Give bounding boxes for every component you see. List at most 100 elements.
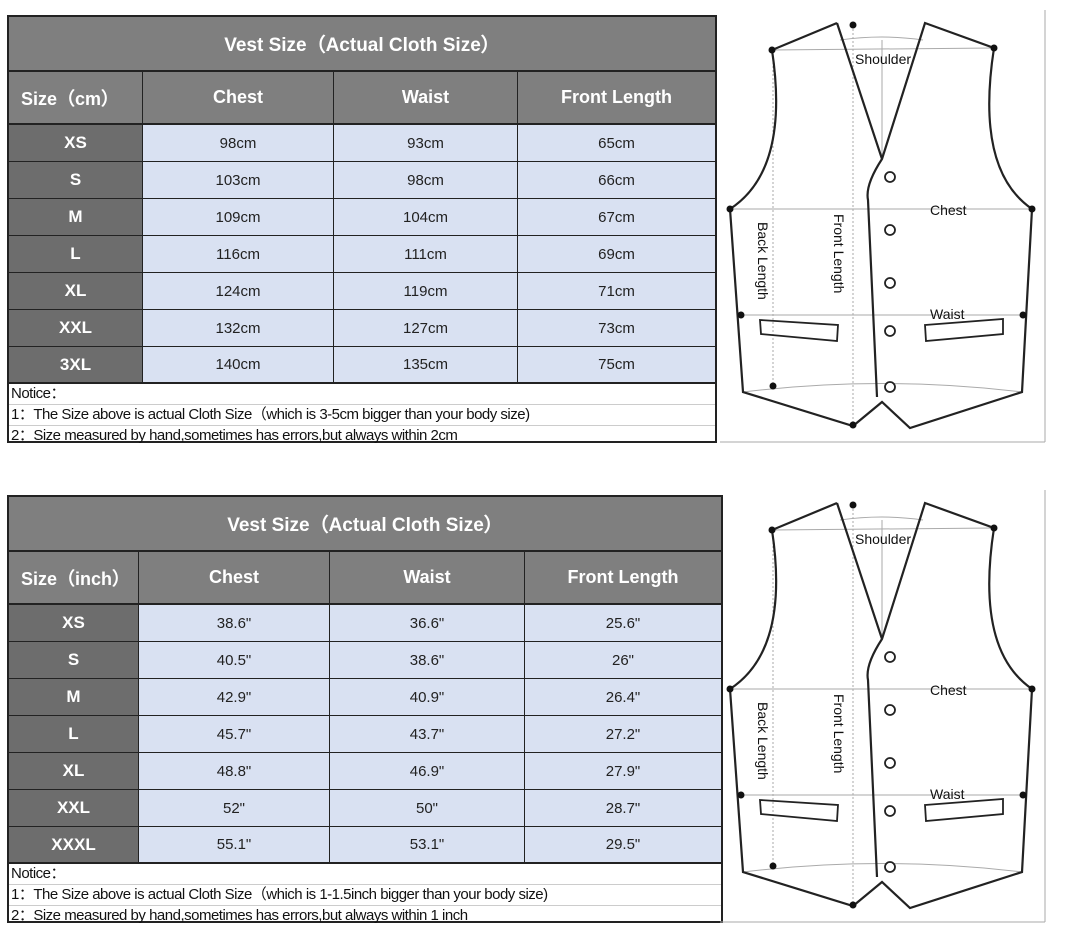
table-cell: 135cm (334, 347, 518, 382)
table-cell: 124cm (143, 273, 334, 309)
table-cell: 28.7" (525, 790, 721, 826)
notice-line: 2：Size measured by hand,sometimes has er… (11, 427, 458, 444)
pockets (759, 798, 1004, 822)
size-label: XL (9, 273, 143, 309)
table-cell: 65cm (518, 125, 715, 161)
size-label: XXXL (9, 827, 139, 862)
table-cell: 104cm (334, 199, 518, 235)
column-header: Waist (334, 72, 518, 123)
size-table-inch: Vest Size（Actual Cloth Size） Size（inch） Ch… (7, 495, 723, 926)
vest-outline (728, 501, 1034, 910)
size-label: L (9, 236, 143, 272)
front-length-label: Front Length (831, 694, 847, 773)
column-header: Front Length (561, 87, 672, 107)
size-label: L (9, 716, 139, 752)
table-cell: 40.5" (139, 642, 330, 678)
header-row: Size（inch） Chest Waist Front Length (9, 552, 721, 605)
size-label: XXL (9, 790, 139, 826)
table-cell: 45.7" (139, 716, 330, 752)
table-row: M 109cm 104cm 67cm (9, 199, 715, 236)
waist-label: Waist (930, 306, 965, 322)
table-cell: 140cm (143, 347, 334, 382)
measure-lines (720, 10, 1046, 443)
table-cell: 116cm (143, 236, 334, 272)
back-length-label: Back Length (755, 702, 771, 780)
table-row: XL 124cm 119cm 71cm (9, 273, 715, 310)
front-length-label: Front Length (831, 214, 847, 293)
measure-points (726, 21, 1036, 429)
button-icons (884, 171, 896, 393)
table-cell: 71cm (518, 273, 715, 309)
size-table-cm: Vest Size（Actual Cloth Size） Size（cm） Ches… (7, 15, 717, 446)
table-row: M 42.9" 40.9" 26.4" (9, 679, 721, 716)
back-length-label: Back Length (755, 222, 771, 300)
table-cell: 26.4" (525, 679, 721, 715)
table-cell: 53.1" (330, 827, 525, 862)
table-row: 3XL 140cm 135cm 75cm (9, 347, 715, 384)
table-cell: 50" (330, 790, 525, 826)
button-icons (884, 651, 896, 873)
table-cell: 67cm (518, 199, 715, 235)
column-header: Chest (143, 72, 334, 123)
notice-line: 2：Size measured by hand,sometimes has er… (11, 907, 468, 924)
column-header: Size（inch） (9, 552, 139, 603)
column-header: Front Length (567, 567, 679, 587)
table-row: S 40.5" 38.6" 26" (9, 642, 721, 679)
table-cell: 69cm (518, 236, 715, 272)
table-cell: 73cm (518, 310, 715, 346)
table-cell: 119cm (334, 273, 518, 309)
table-cell: 38.6" (330, 642, 525, 678)
notice: Notice： 1：The Size above is actual Cloth … (9, 384, 715, 446)
pockets (759, 318, 1004, 342)
table-title: Vest Size（Actual Cloth Size） (9, 497, 721, 552)
table-row: XXL 52" 50" 28.7" (9, 790, 721, 827)
size-label: S (9, 162, 143, 198)
table-row: S 103cm 98cm 66cm (9, 162, 715, 199)
table-cell: 29.5" (525, 827, 721, 862)
shoulder-label: Shoulder (855, 51, 911, 67)
size-label: XS (9, 605, 139, 641)
table-cell: 42.9" (139, 679, 330, 715)
notice-line: Notice： (9, 864, 721, 885)
table-cell: 98cm (334, 162, 518, 198)
size-label: S (9, 642, 139, 678)
header-row: Size（cm） Chest Waist Front Length (9, 72, 715, 125)
table-cell: 109cm (143, 199, 334, 235)
table-cell: 103cm (143, 162, 334, 198)
size-label: XXL (9, 310, 143, 346)
column-header: Chest (139, 552, 330, 603)
table-row: XXL 132cm 127cm 73cm (9, 310, 715, 347)
table-cell: 111cm (334, 236, 518, 272)
notice: Notice： 1：The Size above is actual Cloth … (9, 864, 721, 926)
column-header: Size（cm） (9, 72, 143, 123)
measure-points (726, 501, 1036, 909)
table-cell: 127cm (334, 310, 518, 346)
table-row: XS 38.6" 36.6" 25.6" (9, 605, 721, 642)
vest-diagram-cm: Shoulder Chest Waist Back Length Front L… (720, 10, 1046, 443)
size-label: 3XL (9, 347, 143, 382)
table-cell: 52" (139, 790, 330, 826)
table-row: XS 98cm 93cm 65cm (9, 125, 715, 162)
table-cell: 48.8" (139, 753, 330, 789)
size-label: XS (9, 125, 143, 161)
size-label: XL (9, 753, 139, 789)
table-row: L 45.7" 43.7" 27.2" (9, 716, 721, 753)
table-cell: 27.2" (525, 716, 721, 752)
table-cell: 93cm (334, 125, 518, 161)
notice-line: 1：The Size above is actual Cloth Size（wh… (9, 405, 715, 426)
vest-diagram-inch: Shoulder Chest Waist Back Length Front L… (720, 490, 1046, 923)
table-cell: 55.1" (139, 827, 330, 862)
table-cell: 27.9" (525, 753, 721, 789)
table-row: XL 48.8" 46.9" 27.9" (9, 753, 721, 790)
notice-line: 1：The Size above is actual Cloth Size（wh… (9, 885, 721, 906)
table-cell: 46.9" (330, 753, 525, 789)
chest-label: Chest (930, 202, 967, 218)
size-label: M (9, 679, 139, 715)
chest-label: Chest (930, 682, 967, 698)
table-title: Vest Size（Actual Cloth Size） (9, 17, 715, 72)
shoulder-label: Shoulder (855, 531, 911, 547)
table-row: L 116cm 111cm 69cm (9, 236, 715, 273)
table-cell: 26" (525, 642, 721, 678)
notice-line: Notice： (9, 384, 715, 405)
table-cell: 36.6" (330, 605, 525, 641)
